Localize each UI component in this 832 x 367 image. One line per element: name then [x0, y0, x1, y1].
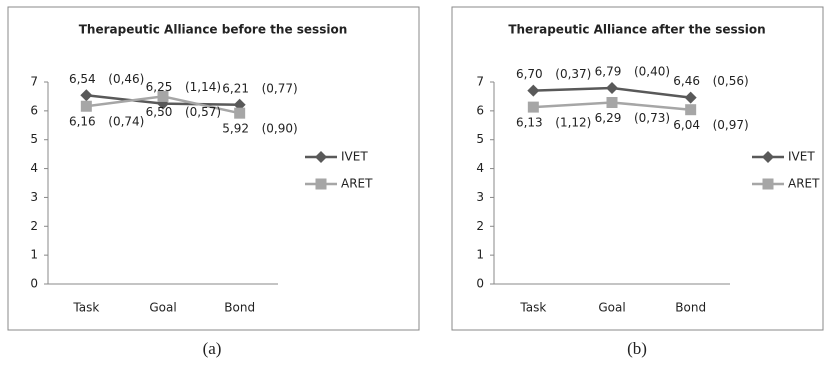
y-tick-label: 7: [30, 75, 38, 89]
value-label: 5,92: [222, 122, 249, 136]
value-label: 6,79: [595, 65, 622, 79]
y-tick-label: 3: [476, 190, 484, 204]
value-label: 6,13: [516, 116, 543, 130]
chart-a-frame: [7, 6, 420, 331]
y-tick-label: 6: [30, 103, 38, 117]
x-tick-label: Task: [72, 301, 99, 315]
y-tick-label: 0: [476, 277, 484, 291]
sd-label: (0,46): [108, 72, 144, 86]
y-tick-label: 0: [30, 277, 38, 291]
legend-label: ARET: [341, 177, 373, 191]
sd-label: (0,74): [108, 115, 144, 129]
point: [606, 82, 618, 95]
x-tick-label: Bond: [224, 301, 255, 315]
y-tick-label: 5: [30, 132, 38, 146]
value-label: 6,16: [69, 115, 96, 129]
y-tick-label: 2: [30, 219, 38, 233]
legend-label: ARET: [788, 177, 820, 191]
point: [527, 101, 539, 113]
value-label: 6,29: [595, 111, 622, 125]
x-tick-label: Bond: [675, 301, 706, 315]
value-label: 6,54: [69, 72, 96, 86]
caption: (b): [627, 339, 647, 358]
x-tick-label: Goal: [598, 301, 625, 315]
x-tick-label: Goal: [149, 301, 176, 315]
point: [685, 104, 697, 116]
y-tick-label: 4: [30, 161, 38, 175]
sd-label: (1,14): [185, 80, 221, 94]
chart-title: Therapeutic Alliance after the session: [508, 23, 765, 37]
point: [684, 91, 697, 104]
y-tick-label: 1: [30, 248, 38, 262]
point: [80, 100, 92, 112]
sd-label: (0,73): [634, 111, 670, 125]
sd-label: (0,40): [634, 65, 670, 79]
y-tick-label: 3: [30, 190, 38, 204]
y-tick-label: 4: [476, 161, 484, 175]
sd-label: (0,57): [185, 105, 221, 119]
sd-label: (0,37): [555, 67, 591, 81]
legend-label: IVET: [788, 150, 815, 164]
point: [157, 90, 169, 102]
value-label: 6,21: [222, 81, 249, 95]
point: [80, 89, 93, 102]
legend-label: IVET: [341, 150, 368, 164]
legend-marker: [315, 178, 327, 190]
chart-b-frame: [451, 6, 824, 331]
chart-title: Therapeutic Alliance before the session: [79, 23, 347, 37]
caption: (a): [203, 339, 222, 358]
legend-marker: [762, 151, 774, 163]
y-tick-label: 7: [476, 75, 484, 89]
sd-label: (0,77): [262, 81, 298, 95]
sd-label: (0,90): [262, 122, 298, 136]
value-label: 6,50: [146, 105, 173, 119]
value-label: 6,70: [516, 67, 543, 81]
y-tick-label: 2: [476, 219, 484, 233]
point: [606, 96, 618, 108]
y-tick-label: 5: [476, 132, 484, 146]
sd-label: (0,97): [713, 118, 749, 132]
point: [234, 107, 246, 119]
value-label: 6,04: [673, 118, 700, 132]
sd-label: (1,12): [555, 116, 591, 130]
x-tick-label: Task: [519, 301, 546, 315]
y-tick-label: 1: [476, 248, 484, 262]
legend-marker: [315, 151, 327, 163]
point: [527, 84, 540, 97]
value-label: 6,25: [146, 80, 173, 94]
value-label: 6,46: [673, 74, 700, 88]
sd-label: (0,56): [713, 74, 749, 88]
legend-marker: [762, 178, 774, 190]
y-tick-label: 6: [476, 103, 484, 117]
